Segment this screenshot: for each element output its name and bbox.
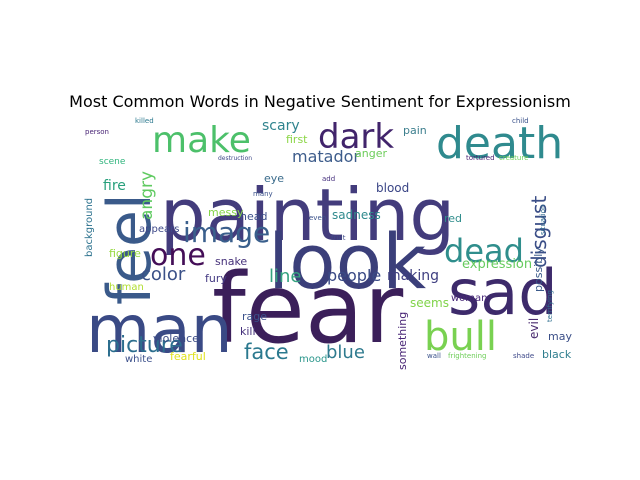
word-head: head	[240, 210, 267, 223]
word-eye: eye	[264, 172, 284, 185]
word-seems: seems	[410, 296, 449, 310]
word-killed: killed	[135, 117, 154, 125]
word-snake: snake	[215, 255, 247, 268]
word-many: many	[253, 190, 273, 198]
word-pain: pain	[403, 124, 427, 137]
word-red: red	[444, 212, 462, 225]
word-people: people	[327, 266, 381, 285]
word-appears: appears	[139, 224, 179, 235]
word-image: image	[183, 216, 270, 249]
word-woman: woman	[451, 293, 488, 304]
word-one: one	[150, 238, 206, 273]
word-wall: wall	[427, 352, 441, 360]
word-picture: picture	[106, 333, 183, 358]
word-sad: sad	[448, 256, 558, 329]
word-bull: bull	[424, 314, 497, 360]
word-color: color	[141, 264, 186, 285]
word-messy: messy	[208, 206, 244, 219]
word-kill: kill	[240, 325, 256, 338]
word-add: add	[322, 175, 335, 183]
word-making: making	[387, 268, 439, 284]
word-sadness: sadness	[332, 208, 381, 222]
word-rage: rage	[242, 310, 267, 323]
word-man: man	[86, 291, 233, 368]
word-possibly: possibly	[532, 247, 545, 292]
wordcloud-background	[80, 119, 560, 360]
chart-title: Most Common Words in Negative Sentiment …	[69, 92, 571, 111]
word-anger: anger	[355, 147, 387, 160]
word-violence: violence	[153, 332, 199, 345]
word-evil: evil	[527, 318, 541, 339]
word-child: child	[512, 117, 529, 125]
word-scene: scene	[99, 157, 126, 167]
word-destruction: destruction	[218, 155, 252, 162]
word-expression: expression	[462, 257, 532, 272]
word-situation: situation	[539, 205, 547, 235]
word-mood: mood	[299, 354, 327, 365]
word-tortured: tortured	[466, 154, 495, 162]
word-shade: shade	[513, 352, 534, 360]
word-make: make	[152, 120, 251, 161]
word-scary: scary	[262, 118, 300, 134]
word-blood: blood	[376, 181, 409, 195]
word-matador: matador	[292, 147, 360, 166]
word-person: person	[85, 128, 109, 136]
word-death: death	[436, 118, 563, 169]
word-feel: feel	[95, 193, 165, 305]
word-background: background	[84, 198, 95, 257]
word-terrifying: terrifying	[546, 290, 554, 322]
word-something: something	[396, 312, 409, 370]
word-white: white	[125, 354, 152, 365]
word-face: face	[244, 340, 289, 364]
word-frightening: frightening	[448, 352, 486, 360]
word-figure: figure	[109, 247, 141, 260]
word-fear: fear	[212, 253, 404, 365]
word-dead: dead	[444, 232, 524, 270]
word-fire: fire	[103, 178, 126, 194]
word-may: may	[548, 330, 572, 343]
word-even: even	[309, 214, 326, 222]
word-look: look	[268, 217, 426, 306]
word-human: human	[109, 282, 144, 293]
word-black: black	[542, 348, 572, 361]
word-dark: dark	[318, 117, 394, 157]
word-creature: creature	[499, 154, 528, 162]
word-blue: blue	[326, 342, 365, 363]
word-fearful: fearful	[170, 350, 206, 363]
word-disgust: disgust	[527, 196, 551, 268]
word-first: first	[286, 133, 308, 146]
word-fruit: fruit	[331, 234, 346, 242]
word-fury: fury	[205, 272, 227, 285]
word-line: line	[269, 266, 301, 287]
word-angry: angry	[137, 171, 157, 220]
word-painting: painting	[160, 173, 455, 257]
